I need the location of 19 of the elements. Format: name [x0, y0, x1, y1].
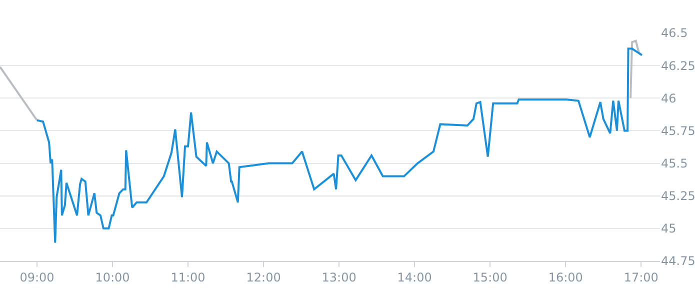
x-tick-label: 10:00	[95, 270, 130, 284]
x-tick-label: 15:00	[472, 270, 508, 284]
y-tick-label: 45.25	[661, 189, 695, 204]
y-tick-label: 45.75	[661, 124, 695, 138]
x-tick-label: 11:00	[170, 270, 206, 284]
y-tick-label: 46	[661, 91, 676, 106]
x-tick-label: 17:00	[624, 270, 658, 284]
x-tick-label: 13:00	[322, 270, 356, 284]
y-tick-label: 46.25	[661, 58, 695, 73]
y-tick-label: 44.75	[661, 254, 695, 268]
y-tick-label: 45.5	[661, 156, 688, 170]
y-tick-label: 45	[661, 222, 676, 236]
x-tick-label: 12:00	[246, 270, 281, 284]
line-series	[36, 48, 643, 244]
line-series	[630, 40, 643, 100]
x-tick-label: 09:00	[20, 270, 54, 284]
x-tick-label: 16:00	[548, 270, 583, 284]
y-tick-label: 46.5	[661, 26, 688, 40]
x-tick-label: 14:00	[397, 270, 432, 284]
